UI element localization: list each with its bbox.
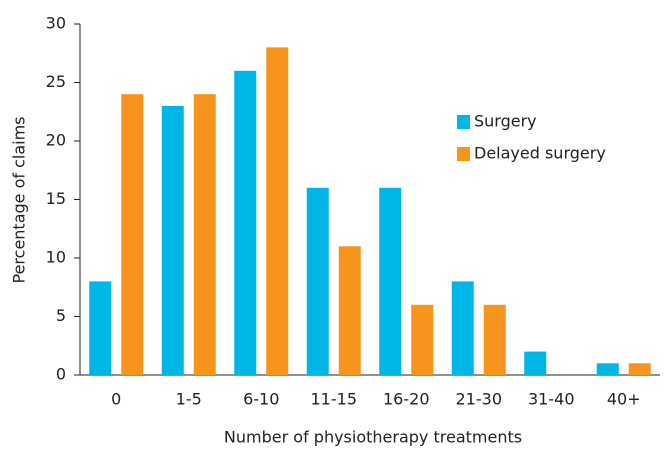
y-tick-label: 20 (46, 131, 66, 150)
bar (234, 70, 257, 376)
x-tick-label: 31-40 (528, 390, 575, 409)
y-tick-label: 15 (46, 189, 66, 208)
bar (161, 105, 184, 376)
x-tick-label: 40+ (607, 390, 641, 409)
x-axis-label: Number of physiotherapy treatments (224, 428, 522, 447)
legend-label: Surgery (474, 112, 537, 131)
bar (451, 281, 474, 375)
bar (306, 187, 329, 375)
bar (338, 246, 361, 375)
legend-swatch (457, 115, 470, 129)
legend-label: Delayed surgery (474, 144, 606, 163)
y-tick-label: 0 (56, 365, 66, 384)
y-axis-label: Percentage of claims (10, 116, 29, 283)
x-tick-label: 21-30 (456, 390, 503, 409)
bar (483, 304, 506, 375)
bar (596, 363, 619, 375)
y-tick-label: 30 (46, 14, 66, 33)
x-tick-label: 1-5 (176, 390, 202, 409)
bar (89, 281, 112, 375)
bar (266, 47, 289, 376)
x-tick-label: 16-20 (383, 390, 430, 409)
bar (628, 363, 651, 375)
bar (121, 94, 144, 375)
bar (524, 351, 547, 375)
bar (193, 94, 216, 375)
y-tick-label: 25 (46, 72, 66, 91)
y-tick-label: 5 (56, 306, 66, 325)
x-tick-label: 0 (111, 390, 121, 409)
x-tick-label: 11-15 (311, 390, 358, 409)
y-tick-label: 10 (46, 248, 66, 267)
bar (379, 187, 402, 375)
bar (411, 304, 434, 375)
legend-swatch (457, 147, 470, 161)
x-tick-label: 6-10 (243, 390, 279, 409)
